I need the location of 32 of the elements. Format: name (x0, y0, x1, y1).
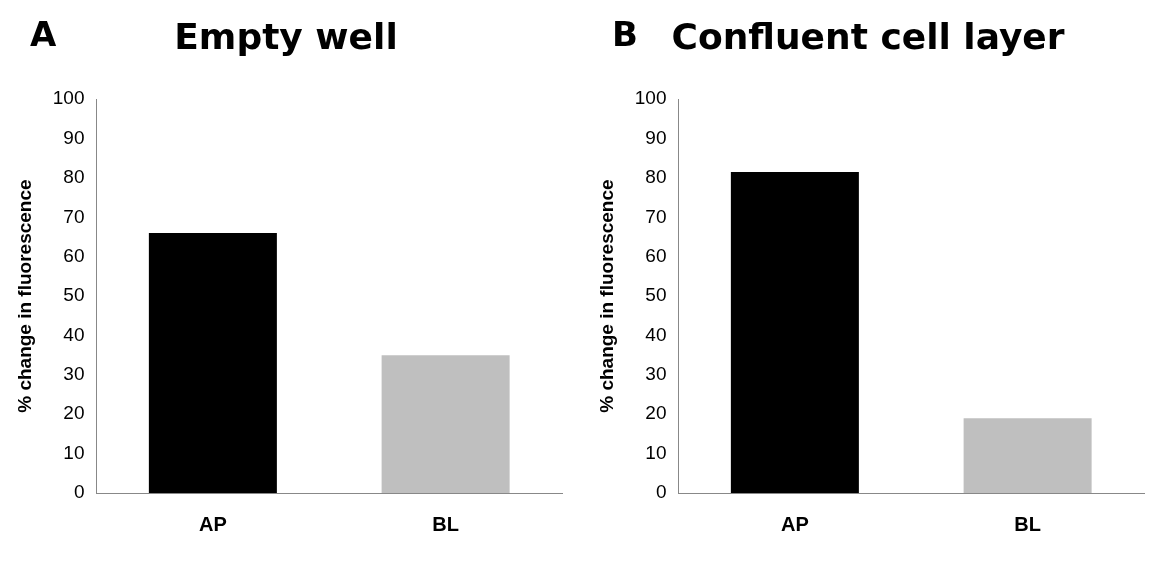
y-tick-label: 0 (655, 481, 667, 503)
y-tick-label: 20 (63, 402, 85, 424)
y-tick-label: 80 (645, 166, 667, 188)
y-tick-label: 50 (645, 284, 667, 306)
chart-title: Empty well (174, 15, 398, 57)
y-axis-title: % change in fluorescence (13, 179, 35, 413)
text: B (612, 14, 638, 54)
y-tick-label: 100 (634, 87, 667, 109)
y-tick-label: 10 (63, 441, 85, 463)
y-tick-label: 10 (645, 441, 667, 463)
y-tick-label: 30 (645, 363, 667, 385)
x-tick-label: AP (780, 512, 809, 535)
y-axis-title: % change in fluorescence (595, 179, 617, 413)
y-tick-label: 40 (645, 323, 667, 345)
text: A (30, 14, 57, 54)
y-tick-label: 50 (63, 284, 85, 306)
y-tick-label: 60 (63, 244, 85, 266)
x-tick-label: BL (1014, 512, 1041, 535)
y-tick-label: 100 (52, 87, 85, 109)
y-tick-label: 0 (73, 481, 85, 503)
y-tick-label: 90 (63, 126, 85, 148)
y-tick-label: 90 (645, 126, 667, 148)
x-tick-label: AP (198, 512, 227, 535)
y-tick-label: 70 (645, 205, 667, 227)
x-tick-label: BL (432, 512, 459, 535)
y-tick-label: 70 (63, 205, 85, 227)
y-tick-label: 30 (63, 363, 85, 385)
chart-title: Confluent cell layer (671, 15, 1065, 57)
y-tick-label: 40 (63, 323, 85, 345)
y-tick-label: 20 (645, 402, 667, 424)
y-tick-label: 60 (645, 244, 667, 266)
y-tick-label: 80 (63, 166, 85, 188)
